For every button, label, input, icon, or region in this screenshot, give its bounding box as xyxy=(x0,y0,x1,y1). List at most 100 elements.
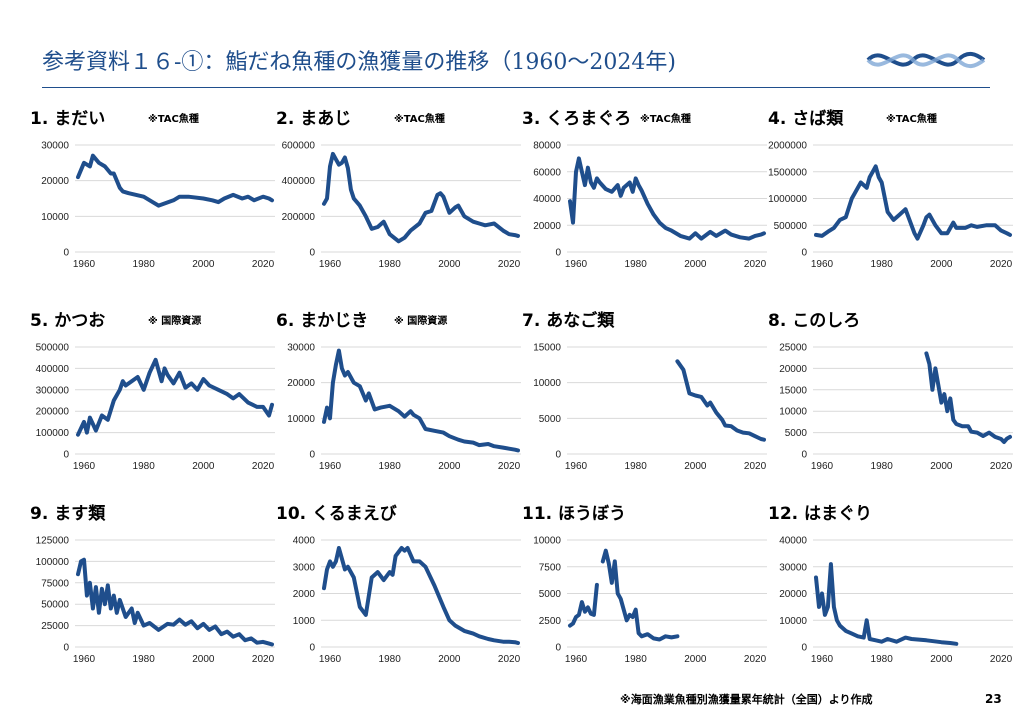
x-tick-label: 1980 xyxy=(625,259,648,270)
y-tick-label: 3000 xyxy=(293,562,316,573)
x-tick-label: 1960 xyxy=(319,461,342,472)
y-tick-label: 0 xyxy=(555,643,561,654)
y-tick-label: 125000 xyxy=(36,536,70,547)
y-tick-label: 0 xyxy=(309,643,315,654)
x-tick-label: 1980 xyxy=(871,259,894,270)
y-tick-label: 5000 xyxy=(539,414,562,425)
y-tick-label: 0 xyxy=(555,248,561,259)
x-tick-label: 2000 xyxy=(438,654,461,665)
y-tick-label: 20000 xyxy=(779,364,807,375)
y-tick-label: 25000 xyxy=(779,343,807,354)
x-tick-label: 1960 xyxy=(73,259,96,270)
y-tick-label: 0 xyxy=(801,450,807,461)
y-tick-label: 100000 xyxy=(36,557,70,568)
series-line xyxy=(76,153,274,208)
chart-note: ※TAC魚種 xyxy=(640,114,691,125)
y-tick-label: 5000 xyxy=(539,589,562,600)
x-tick-label: 2020 xyxy=(498,259,521,270)
y-tick-label: 0 xyxy=(309,248,315,259)
x-tick-label: 2000 xyxy=(684,259,707,270)
x-tick-label: 2000 xyxy=(192,654,215,665)
y-tick-label: 50000 xyxy=(41,600,69,611)
x-tick-label: 1980 xyxy=(133,461,156,472)
x-tick-label: 2000 xyxy=(192,259,215,270)
series-line xyxy=(322,348,520,453)
x-tick-label: 2020 xyxy=(744,259,767,270)
series-line xyxy=(322,546,520,645)
chart-title: 6. まかじき xyxy=(276,311,369,331)
chart-10: 10. くるまえび 0 1000 2000 3000 4000 1960 1980 2000 20… xyxy=(276,495,526,685)
x-tick-label: 1960 xyxy=(565,654,588,665)
chart-title: 2. まあじ xyxy=(276,109,352,129)
chart-title: 10. くるまえび xyxy=(276,504,397,524)
chart-title: 11. ほうぼう xyxy=(522,504,627,524)
chart-12: 12. はまぐり 0 10000 20000 30000 40000 1960 1980 200… xyxy=(768,495,1018,685)
y-tick-label: 20000 xyxy=(533,221,561,232)
x-tick-label: 2000 xyxy=(438,461,461,472)
x-tick-label: 2000 xyxy=(192,461,215,472)
y-tick-label: 30000 xyxy=(287,343,315,354)
y-tick-label: 5000 xyxy=(785,428,808,439)
y-tick-label: 0 xyxy=(63,248,69,259)
x-tick-label: 2020 xyxy=(744,461,767,472)
chart-plot: 0 500000 1000000 1500000 2000000 1960 1980 2000… xyxy=(768,141,1013,270)
chart-9: 9. ます類 0 25000 50000 75000 100000 125000 1960 19… xyxy=(30,495,280,685)
x-tick-label: 2020 xyxy=(990,654,1013,665)
chart-8: 8. このしろ 0 5000 10000 15000 20000 25000 1960 1980… xyxy=(768,302,1018,492)
y-tick-label: 40000 xyxy=(533,194,561,205)
y-tick-label: 10000 xyxy=(533,536,561,547)
x-tick-label: 1980 xyxy=(133,259,156,270)
chart-plot: 0 5000 10000 15000 1960 1980 2000 2020 xyxy=(533,343,767,472)
chart-plot: 0 2500 5000 7500 10000 1960 1980 2000 2020 xyxy=(533,536,767,665)
x-tick-label: 1980 xyxy=(379,461,402,472)
chart-6: 6. まかじき ※ 国際資源 0 10000 20000 30000 1960 1980 200… xyxy=(276,302,526,492)
y-tick-label: 10000 xyxy=(779,616,807,627)
x-tick-label: 1980 xyxy=(625,654,648,665)
y-tick-label: 400000 xyxy=(282,176,316,187)
y-tick-label: 0 xyxy=(801,643,807,654)
series-line xyxy=(675,359,766,442)
y-tick-label: 200000 xyxy=(282,212,316,223)
x-tick-label: 2000 xyxy=(930,654,953,665)
y-tick-label: 1500000 xyxy=(768,167,807,178)
chart-4: 4. さば類 ※TAC魚種 0 500000 1000000 1500000 2000000… xyxy=(768,100,1018,290)
chart-note: ※TAC魚種 xyxy=(148,114,199,125)
chart-2: 2. まあじ ※TAC魚種 0 200000 400000 600000 1960 1980 2… xyxy=(276,100,526,290)
chart-plot: 0 100000 200000 300000 400000 500000 1960 1980 2… xyxy=(36,343,275,472)
x-tick-label: 1960 xyxy=(319,259,342,270)
chart-title: 4. さば類 xyxy=(768,109,844,129)
y-tick-label: 0 xyxy=(63,643,69,654)
y-tick-label: 0 xyxy=(801,248,807,259)
series-line xyxy=(568,156,766,241)
x-tick-label: 1980 xyxy=(379,654,402,665)
chart-note: ※ 国際資源 xyxy=(148,316,202,327)
y-tick-label: 7500 xyxy=(539,562,562,573)
series-line xyxy=(814,562,959,646)
x-tick-label: 2000 xyxy=(438,259,461,270)
dna-logo-icon xyxy=(866,52,986,68)
y-tick-label: 30000 xyxy=(41,141,69,152)
x-tick-label: 2020 xyxy=(744,654,767,665)
x-tick-label: 2020 xyxy=(990,259,1013,270)
chart-note: ※TAC魚種 xyxy=(394,114,445,125)
x-tick-label: 2020 xyxy=(252,461,275,472)
y-tick-label: 200000 xyxy=(36,407,70,418)
y-tick-label: 600000 xyxy=(282,141,316,152)
x-tick-label: 1980 xyxy=(871,461,894,472)
y-tick-label: 60000 xyxy=(533,167,561,178)
chart-7: 7. あなご類 0 5000 10000 15000 1960 1980 2000 2020 xyxy=(522,302,772,492)
y-tick-label: 500000 xyxy=(36,343,70,354)
x-tick-label: 1960 xyxy=(565,461,588,472)
y-tick-label: 10000 xyxy=(41,212,69,223)
chart-note: ※TAC魚種 xyxy=(886,114,937,125)
x-tick-label: 1980 xyxy=(625,461,648,472)
x-tick-label: 1960 xyxy=(73,461,96,472)
chart-plot: 0 10000 20000 30000 40000 1960 1980 2000 2020 xyxy=(779,536,1013,665)
y-tick-label: 300000 xyxy=(36,385,70,396)
slide-title: 参考資料１６-①：鮨だね魚種の漁獲量の推移（1960～2024年) xyxy=(42,50,676,75)
series-line xyxy=(568,582,599,628)
chart-3: 3. くろまぐろ ※TAC魚種 0 20000 40000 60000 80000 1960 1… xyxy=(522,100,772,290)
x-tick-label: 1960 xyxy=(811,461,834,472)
page-number: 23 xyxy=(985,692,1002,706)
y-tick-label: 500000 xyxy=(774,221,808,232)
